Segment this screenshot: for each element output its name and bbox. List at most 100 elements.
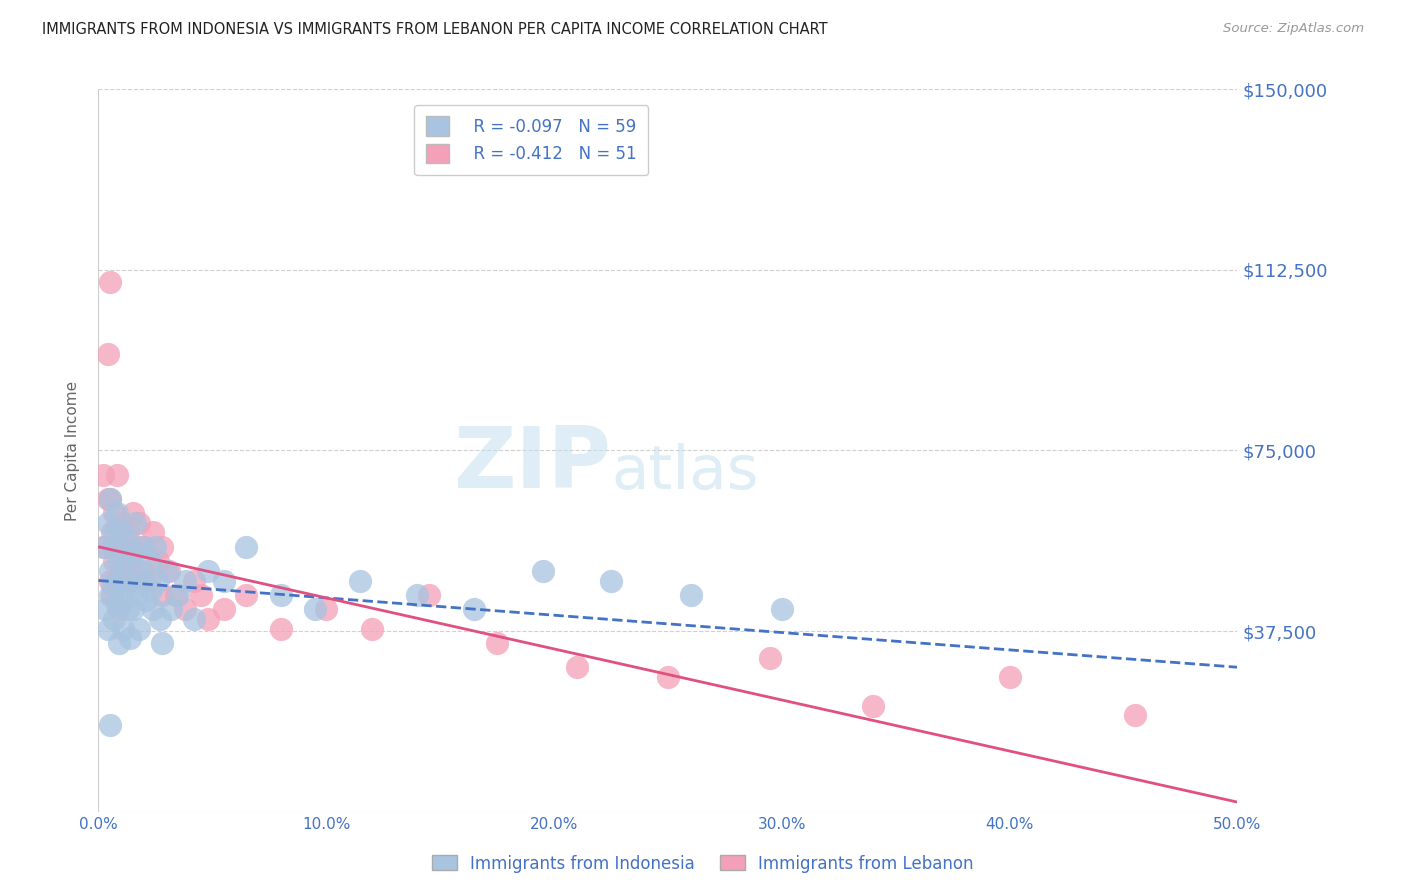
Point [96, 491, 118, 506]
Point [146, 554, 169, 568]
Point [862, 698, 884, 713]
Point [770, 602, 793, 616]
Point [94, 540, 117, 554]
Point [600, 574, 623, 588]
Point [101, 540, 124, 554]
Point [98, 564, 121, 578]
Point [120, 574, 142, 588]
Point [139, 583, 162, 598]
Point [98, 491, 121, 506]
Point [128, 622, 150, 636]
Point [98, 718, 121, 732]
Point [270, 622, 292, 636]
Point [315, 602, 337, 616]
Point [235, 540, 257, 554]
Point [131, 564, 153, 578]
Point [679, 588, 702, 602]
Point [150, 636, 173, 650]
Point [96, 622, 118, 636]
Point [121, 544, 143, 558]
Text: IMMIGRANTS FROM INDONESIA VS IMMIGRANTS FROM LEBANON PER CAPITA INCOME CORRELATI: IMMIGRANTS FROM INDONESIA VS IMMIGRANTS … [42, 22, 828, 37]
Point [108, 636, 131, 650]
Point [112, 540, 135, 554]
Point [142, 525, 165, 540]
Point [128, 516, 150, 530]
Point [112, 592, 135, 607]
Point [197, 612, 219, 626]
Point [183, 574, 205, 588]
Y-axis label: Per Capita Income: Per Capita Income [65, 380, 80, 521]
Point [406, 588, 429, 602]
Point [157, 564, 180, 578]
Point [98, 491, 121, 506]
Point [110, 574, 132, 588]
Point [174, 602, 197, 616]
Point [190, 588, 212, 602]
Point [127, 588, 149, 602]
Text: Source: ZipAtlas.com: Source: ZipAtlas.com [1223, 22, 1364, 36]
Point [360, 622, 382, 636]
Legend:   R = -0.097   N = 59,   R = -0.412   N = 51: R = -0.097 N = 59, R = -0.412 N = 51 [415, 104, 648, 175]
Point [117, 525, 139, 540]
Point [96, 347, 118, 361]
Point [103, 612, 125, 626]
Point [463, 602, 485, 616]
Point [103, 506, 125, 520]
Point [112, 622, 135, 636]
Point [418, 588, 440, 602]
Text: atlas: atlas [612, 442, 758, 501]
Point [108, 602, 131, 616]
Point [531, 564, 554, 578]
Point [105, 598, 128, 612]
Point [565, 660, 588, 674]
Point [657, 670, 679, 684]
Point [150, 540, 173, 554]
Point [105, 506, 128, 520]
Point [105, 574, 128, 588]
Point [91, 540, 114, 554]
Point [165, 588, 187, 602]
Point [108, 540, 131, 554]
Point [131, 540, 153, 554]
Point [132, 574, 155, 588]
Point [135, 592, 157, 607]
Point [101, 578, 124, 592]
Point [183, 612, 205, 626]
Point [160, 602, 183, 616]
Text: ZIP: ZIP [453, 424, 612, 507]
Point [1123, 708, 1146, 723]
Point [138, 554, 160, 568]
Point [110, 564, 132, 578]
Point [212, 574, 235, 588]
Point [114, 583, 136, 598]
Point [212, 602, 235, 616]
Point [759, 650, 782, 665]
Point [138, 574, 160, 588]
Point [114, 554, 136, 568]
Point [486, 636, 509, 650]
Point [150, 588, 173, 602]
Point [197, 564, 219, 578]
Point [101, 588, 124, 602]
Point [91, 467, 114, 482]
Point [103, 554, 125, 568]
Point [117, 602, 139, 616]
Point [105, 467, 128, 482]
Point [110, 516, 132, 530]
Point [98, 574, 121, 588]
Point [120, 554, 142, 568]
Point [114, 574, 136, 588]
Point [167, 588, 190, 602]
Point [145, 540, 167, 554]
Point [149, 612, 172, 626]
Point [108, 554, 131, 568]
Point [998, 670, 1021, 684]
Point [110, 525, 132, 540]
Point [117, 535, 139, 549]
Point [103, 525, 125, 540]
Point [174, 574, 197, 588]
Point [146, 574, 169, 588]
Point [127, 540, 149, 554]
Point [98, 588, 121, 602]
Point [121, 506, 143, 520]
